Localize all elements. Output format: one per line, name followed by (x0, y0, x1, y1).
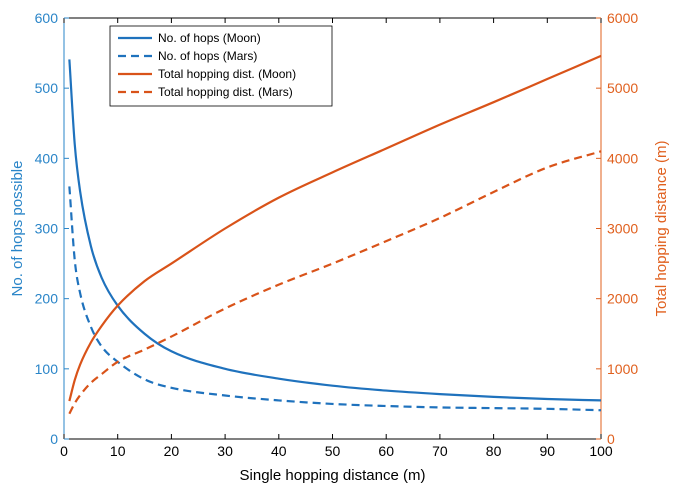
y-left-tick-label: 100 (35, 361, 59, 377)
y-left-tick-label: 600 (35, 10, 59, 26)
y-left-tick-label: 0 (50, 431, 58, 447)
legend-label: Total hopping dist. (Mars) (158, 85, 293, 99)
series-line-1 (68, 59, 602, 402)
y-right-tick-label: 4000 (607, 150, 638, 166)
y-right-tick-label: 5000 (607, 80, 638, 96)
series-layer (68, 54, 602, 415)
x-tick-label: 60 (378, 443, 394, 459)
y-axis-left-label: No. of hops possible (9, 161, 26, 297)
series-line-2 (68, 186, 602, 412)
y-right-tick-label: 6000 (607, 10, 638, 26)
y-left-tick-label: 400 (35, 150, 59, 166)
x-axis-label: Single hopping distance (m) (240, 467, 426, 484)
y-right-tick-label: 1000 (607, 361, 638, 377)
y-right-tick-label: 3000 (607, 221, 638, 237)
y-left-tick-label: 300 (35, 221, 59, 237)
legend: No. of hops (Moon) No. of hops (Mars) Tota… (109, 25, 333, 107)
x-tick-label: 80 (486, 443, 502, 459)
y-right-tick-label: 2000 (607, 291, 638, 307)
legend-items: No. of hops (Moon) No. of hops (Mars) Tota… (118, 31, 296, 99)
y-left-tick-label: 200 (35, 291, 59, 307)
x-tick-label: 50 (325, 443, 341, 459)
x-tick-label: 90 (540, 443, 556, 459)
x-tick-label: 0 (60, 443, 68, 459)
ticks-layer: 0 10 20 30 40 50 60 70 80 90 100010020030040050060… (35, 10, 639, 459)
y-right-tick-label: 0 (607, 431, 615, 447)
y-axis-right-label: Total hopping distance (m) (653, 141, 670, 317)
x-tick-label: 10 (110, 443, 126, 459)
x-tick-label: 100 (589, 443, 613, 459)
legend-label: No. of hops (Mars) (158, 49, 257, 63)
legend-label: Total hopping dist. (Moon) (158, 67, 296, 81)
x-tick-label: 40 (271, 443, 287, 459)
y-left-tick-label: 500 (35, 80, 59, 96)
x-tick-label: 20 (164, 443, 180, 459)
series-line-3 (68, 54, 602, 402)
x-tick-label: 70 (432, 443, 448, 459)
x-tick-label: 30 (217, 443, 233, 459)
legend-label: No. of hops (Moon) (158, 31, 261, 45)
series-line-4 (68, 150, 602, 415)
